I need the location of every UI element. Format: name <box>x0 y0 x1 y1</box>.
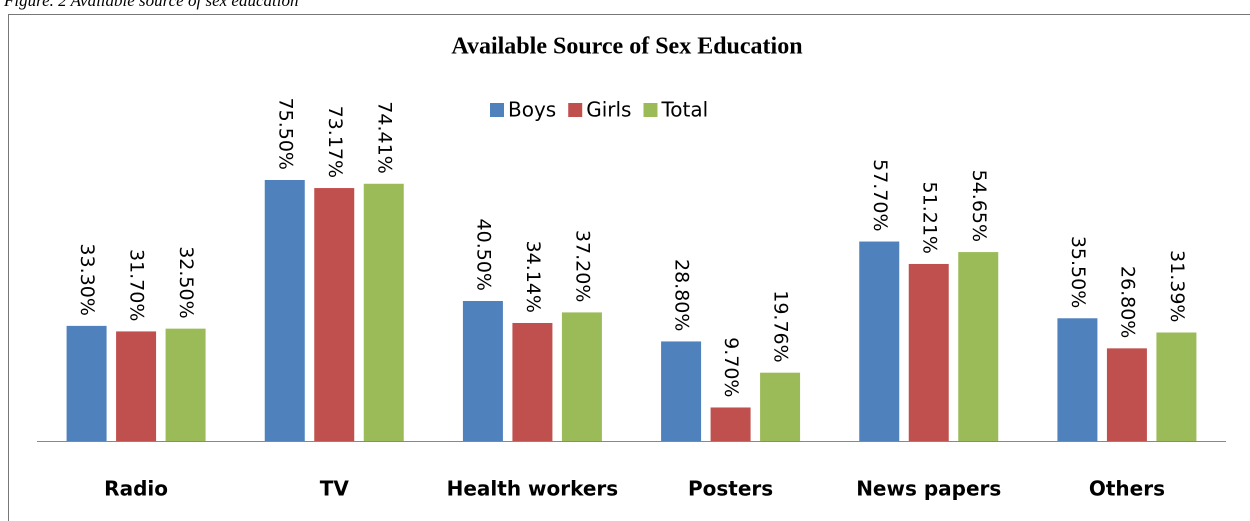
data-label: 9.70% <box>720 337 742 397</box>
data-label: 32.50% <box>175 246 197 318</box>
x-tick-label: Radio <box>104 477 168 501</box>
bar <box>1156 332 1197 441</box>
bar <box>314 188 355 441</box>
data-label: 54.65% <box>968 170 990 242</box>
bar <box>859 241 900 441</box>
bar <box>1106 348 1147 441</box>
bar <box>1057 318 1098 441</box>
bar <box>165 328 206 441</box>
data-label: 33.30% <box>76 243 98 315</box>
bar <box>958 252 999 441</box>
x-tick-label: News papers <box>856 477 1001 501</box>
legend: Boys Girls Total <box>490 98 708 122</box>
bar <box>661 341 702 441</box>
bar <box>760 372 801 441</box>
x-tick-label: Others <box>1089 477 1165 501</box>
bar <box>462 300 503 441</box>
data-label: 40.50% <box>472 219 494 291</box>
data-label: 19.76% <box>770 290 792 362</box>
bar <box>363 183 404 441</box>
chart-title: Available Source of Sex Education <box>451 34 802 60</box>
bar <box>710 407 751 441</box>
bar <box>66 325 107 441</box>
bar <box>908 263 949 441</box>
data-label: 31.70% <box>126 249 148 321</box>
bar <box>116 331 157 441</box>
data-label: 31.39% <box>1166 250 1188 322</box>
legend-swatch <box>490 103 504 117</box>
data-label: 34.14% <box>522 241 544 313</box>
chart-border <box>8 14 1250 521</box>
x-tick-label: Posters <box>688 477 773 501</box>
bar <box>561 312 602 441</box>
data-label: 37.20% <box>571 230 593 302</box>
data-label: 74.41% <box>373 101 395 173</box>
data-label: 57.70% <box>869 159 891 231</box>
data-label: 28.80% <box>671 259 693 331</box>
data-label: 75.50% <box>274 98 296 170</box>
legend-swatch <box>643 103 658 117</box>
caption: Figure. 2 Available source of sex educat… <box>3 0 298 10</box>
x-tick-label: Health workers <box>447 477 619 501</box>
legend-label: Boys <box>508 98 556 122</box>
legend-label: Total <box>660 98 708 122</box>
legend-swatch <box>568 103 583 117</box>
bar <box>264 179 305 441</box>
data-label: 73.17% <box>324 106 346 178</box>
data-label: 26.80% <box>1116 266 1138 338</box>
bar <box>512 322 553 441</box>
data-label: 35.50% <box>1067 236 1089 308</box>
legend-label: Girls <box>586 98 631 122</box>
data-label: 51.21% <box>918 182 940 254</box>
x-tick-label: TV <box>320 477 350 501</box>
